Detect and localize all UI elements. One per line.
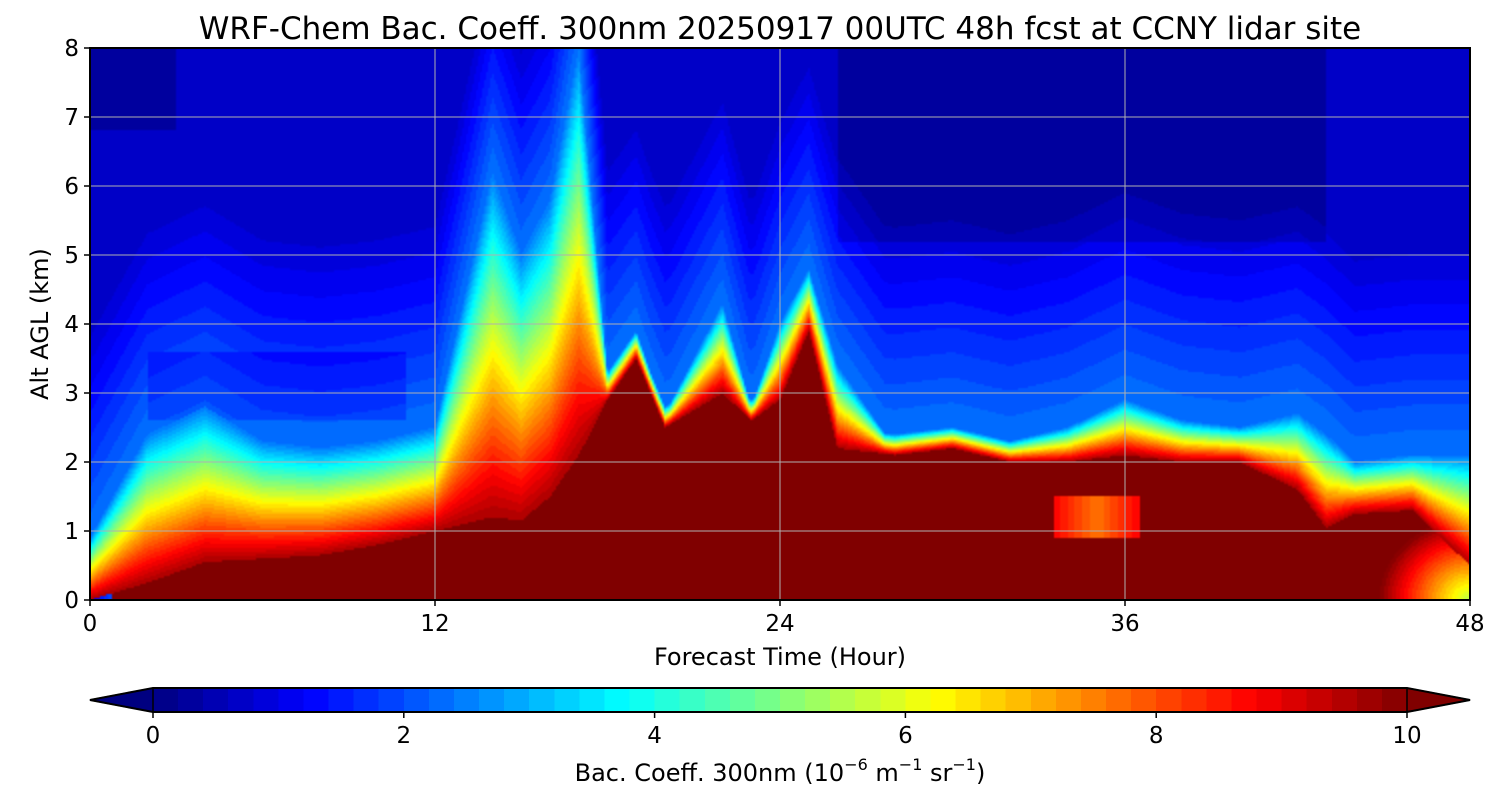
colorbar-tick-label: 2 xyxy=(396,723,411,749)
x-tick-label: 24 xyxy=(765,611,794,637)
x-tick-label: 12 xyxy=(420,611,449,637)
y-tick-label: 0 xyxy=(64,588,79,614)
y-tick-label: 3 xyxy=(64,381,79,407)
y-tick-label: 1 xyxy=(64,519,79,545)
colorbar-tick-label: 0 xyxy=(146,723,161,749)
y-tick-label: 4 xyxy=(64,312,79,338)
colorbar-tick-label: 10 xyxy=(1392,723,1421,749)
colorbar-extend-high xyxy=(1406,687,1471,713)
y-tick-label: 6 xyxy=(64,174,79,200)
grid-lines xyxy=(90,48,1470,600)
x-tick-label: 36 xyxy=(1110,611,1139,637)
colorbar: 0 2 4 6 8 10 Bac. Coeff. 300nm (10−6 m−1 sr−1… xyxy=(89,687,1471,787)
chart-title: WRF-Chem Bac. Coeff. 300nm 20250917 00UT… xyxy=(199,11,1362,47)
y-tick-label: 7 xyxy=(64,105,79,131)
colorbar-tick-label: 6 xyxy=(898,723,913,749)
colorbar-gradient xyxy=(153,688,1407,712)
colorbar-extend-low xyxy=(89,687,154,713)
y-tick-label: 8 xyxy=(64,36,79,62)
colorbar-ticks: 0 2 4 6 8 10 xyxy=(146,712,1422,749)
colorbar-tick-label: 4 xyxy=(647,723,662,749)
plot-area xyxy=(89,47,1471,601)
x-axis-label: Forecast Time (Hour) xyxy=(654,643,906,671)
y-tick-label: 5 xyxy=(64,243,79,269)
x-tick-label: 0 xyxy=(83,611,98,637)
y-axis: 0 1 2 3 4 5 6 7 8 xyxy=(64,36,90,614)
colorbar-label: Bac. Coeff. 300nm (10−6 m−1 sr−1) xyxy=(575,755,986,787)
x-axis: 0 12 24 36 48 xyxy=(83,600,1485,637)
x-tick-label: 48 xyxy=(1455,611,1484,637)
colorbar-tick-label: 8 xyxy=(1149,723,1164,749)
y-axis-label: Alt AGL (km) xyxy=(26,248,54,400)
y-tick-label: 2 xyxy=(64,450,79,476)
